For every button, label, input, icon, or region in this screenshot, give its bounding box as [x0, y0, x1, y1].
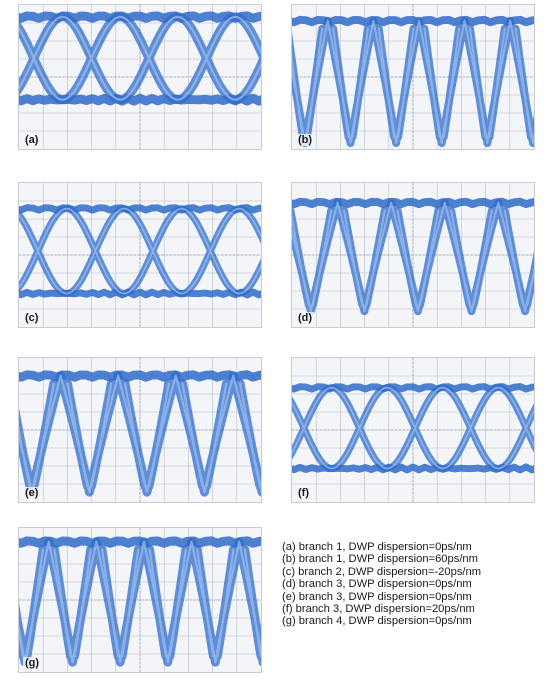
traces-g — [19, 536, 261, 667]
panel-label-f: (f) — [296, 487, 311, 499]
traces-d — [292, 197, 534, 316]
panel-label-b: (b) — [296, 134, 315, 146]
trace-highlight-d — [292, 201, 534, 313]
eye-diagram-b — [292, 5, 534, 149]
eye-diagram-f — [292, 358, 534, 502]
panel-g: (g) — [18, 527, 262, 673]
trace-highlight-a — [19, 15, 261, 101]
eye-diagram-d — [292, 183, 534, 327]
panel-label-e: (e) — [23, 487, 41, 499]
traces-b — [292, 15, 534, 148]
trace-highlight-b — [292, 19, 534, 145]
panel-d: (d) — [291, 182, 535, 328]
trace-highlight-c — [19, 207, 261, 295]
panel-label-a: (a) — [23, 134, 41, 146]
trace-rail-top-c — [19, 204, 261, 214]
legend-entry-f: (f) branch 3, DWP dispersion=20ps/nm — [282, 603, 475, 616]
panel-e: (e) — [18, 357, 262, 503]
traces-c — [19, 204, 261, 299]
legend-entry-a: (a) branch 1, DWP dispersion=0ps/nm — [282, 541, 472, 553]
panel-label-d: (d) — [296, 312, 315, 324]
trace-highlight-e — [19, 374, 261, 494]
legend-entry-g: (g) branch 4, DWP dispersion=0ps/nm — [282, 615, 472, 628]
trace-highlight-g — [19, 540, 261, 664]
legend-entry-d: (d) branch 3, DWP dispersion=0ps/nm — [282, 578, 472, 591]
legend: (a) branch 1, DWP dispersion=0ps/nm (b) … — [282, 541, 481, 628]
panel-c: (c) — [18, 182, 262, 328]
traces-f — [292, 383, 534, 474]
trace-rail-top-e — [19, 370, 261, 382]
panel-f: (f) — [291, 357, 535, 503]
trace-highlight-f — [292, 386, 534, 470]
panel-label-c: (c) — [23, 312, 41, 324]
traces-e — [19, 370, 261, 497]
eye-diagram-a — [19, 5, 261, 149]
legend-entry-b: (b) branch 1, DWP dispersion=60ps/nm — [282, 553, 478, 566]
panel-label-g: (g) — [23, 657, 42, 669]
trace-rail-bottom-c — [19, 288, 261, 299]
eye-diagram-c — [19, 183, 261, 327]
panel-a: (a) — [18, 4, 262, 150]
traces-a — [19, 11, 261, 106]
legend-entry-e: (e) branch 3, DWP dispersion=0ps/nm — [282, 590, 472, 603]
eye-diagram-e — [19, 358, 261, 502]
legend-entry-c: (c) branch 2, DWP dispersion=-20ps/nm — [282, 565, 482, 578]
eye-diagram-g — [19, 528, 261, 672]
panel-b: (b) — [291, 4, 535, 150]
trace-rail-top-b — [292, 15, 534, 27]
